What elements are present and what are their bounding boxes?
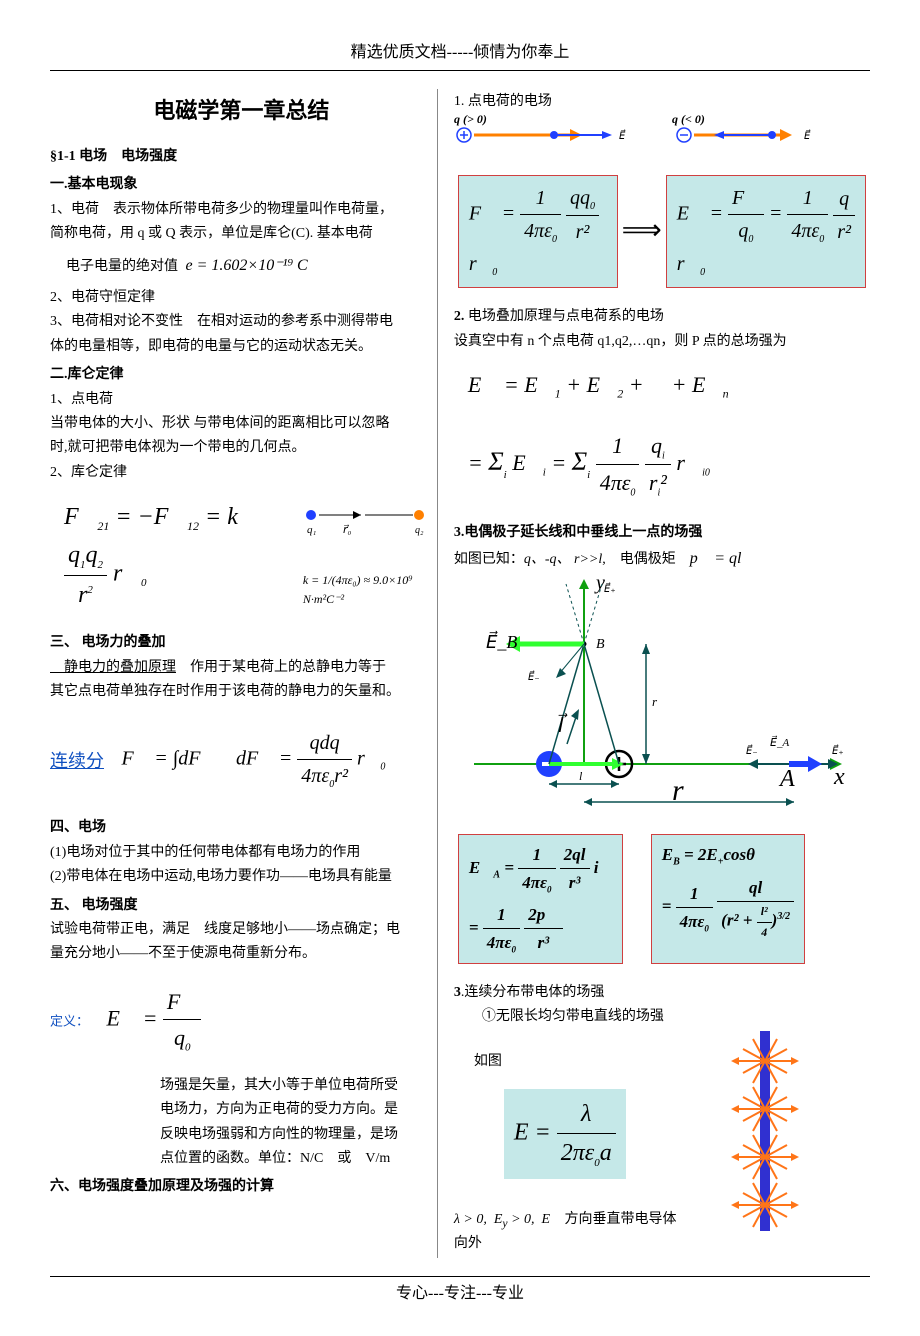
heading-superposition-calc: 六、电场强度叠加原理及场强的计算 (50, 1176, 433, 1198)
field-explain3: 反映电场强弱和方向性的物理量，是场 (160, 1124, 433, 1146)
A-label: A (778, 766, 795, 792)
para-field2: (2)带电体在电场中运动,电场力要作功——电场具有能量 (50, 866, 433, 888)
para-field1: (1)电场对位于其中的任何带电体都有电场力的作用 (50, 842, 433, 864)
B-label: B (596, 637, 605, 652)
para-charge-def2: 简称电荷，用 q 或 Q 表示，单位是库仑(C). 基本电荷 (50, 223, 433, 245)
r-vert-label: r (652, 694, 658, 709)
para-invariance2: 体的电量相等，即电荷的电量与它的运动状态无关。 (50, 336, 433, 358)
para-point-charge1: 当带电体的大小、形状 与带电体间的距离相比可以忽略 (50, 413, 433, 435)
line-formula-box: E = λ2πε0a (504, 1089, 626, 1179)
para-charge-def1: 1、电荷 表示物体所带电荷多少的物理量叫作电荷量， (50, 199, 433, 221)
as-figure-label: 如图 (474, 1051, 684, 1073)
continuous-label: 连续分 (50, 751, 104, 771)
Eminus-A: E⃗₋ (746, 744, 758, 757)
E-label-neg: E⃗ (804, 129, 811, 142)
section-1-1: §1-1 电场 电场强度 (50, 146, 433, 168)
heading-superposition: 三、 电场力的叠加 (50, 632, 433, 654)
para-point-charge2: 时,就可把带电体视为一个带电的几何点。 (50, 437, 433, 459)
q1-label: q₁ (307, 524, 317, 536)
dipole-formulas: E⃗A = 14πε0 2qlr³ i⃗ = 14πε0 2p⃗r³ EB = … (454, 828, 870, 970)
content-columns: 电磁学第一章总结 §1-1 电场 电场强度 一.基本电现象 1、电荷 表示物体所… (50, 89, 870, 1258)
qpos-label: q (> 0) (454, 112, 487, 126)
field-explain1: 场强是矢量，其大小等于单位电荷所受 (160, 1075, 433, 1097)
heading-coulomb: 二.库仑定律 (50, 364, 433, 386)
para-dipole-given: 如图已知：q、-q、 r>>l, 电偶极矩 p⃗ = ql⃗ (454, 546, 870, 572)
para-elementary-charge: 电子电量的绝对值 e = 1.602×10⁻¹⁹ C (66, 253, 433, 279)
integral-formula: F⃗ = ∫dF⃗ dF⃗ = qdq4πε0r² r⃗0 (112, 721, 396, 799)
field-def-formula: E⃗ = F⃗q0 (97, 978, 212, 1063)
para-test-charge2: 量充分地小——不至于使源电荷重新分布。 (50, 943, 433, 965)
sec-point-charge-field: 1. 点电荷的电场 (454, 91, 870, 113)
elementary-charge-label: 电子电量的绝对值 (66, 259, 178, 274)
coulomb-formula: F⃗21 = −F⃗12 = k q1q2r2 r⃗0 (54, 492, 289, 620)
para-test-charge1: 试验电荷带正电，满足 线度足够地小——场点确定；电 (50, 919, 433, 941)
field-def-row: 定义： E⃗ = F⃗q0 (50, 972, 433, 1069)
coulomb-row: F⃗21 = −F⃗12 = k q1q2r2 r⃗0 q₁ r⃗₀ q₂ k … (50, 486, 433, 626)
para-invariance1: 3、电荷相对论不变性 在相对运动的参考系中测得带电 (50, 311, 433, 333)
r0-label: r⃗₀ (343, 524, 352, 536)
coulomb-diagram: q₁ r⃗₀ q₂ k = 1/(4πε₀) ≈ 9.0×10⁹ N·m²C⁻² (303, 503, 433, 610)
coulomb-k: k = 1/(4πε₀) ≈ 9.0×10⁹ N·m²C⁻² (303, 571, 433, 609)
sum-formula-1: E⃗ = E⃗1 + E⃗2 + ⋯ + E⃗n (458, 361, 739, 410)
heading-field: 四、电场 (50, 817, 433, 839)
Eplus-B: E⃗₊ (604, 582, 616, 595)
Eminus-B: E⃗₋ (528, 670, 540, 683)
dipole-diagram: y x l r A (454, 574, 854, 814)
formula-F-box: F⃗ = 14πε0 qq0r² r⃗0 (458, 175, 618, 288)
para-superposition1: 静电力的叠加原理 作用于某电荷上的总静电力等于 (50, 657, 433, 679)
para-infinite-line: ①无限长均匀带电直线的场强 (454, 1006, 870, 1028)
page-title: 电磁学第一章总结 (50, 93, 433, 128)
r-label: r (672, 774, 684, 807)
heading-coulomb-law: 2、库仑定律 (50, 462, 433, 484)
heading-field-intensity: 五、 电场强度 (50, 895, 433, 917)
heading-basic-phenomena: 一.基本电现象 (50, 174, 433, 196)
EA-small: E⃗_A (770, 734, 789, 748)
E-label-pos: E⃗ (619, 129, 626, 142)
EB-label: E⃗_B (486, 630, 517, 651)
point-field-formulas: F⃗ = 14πε0 qq0r² r⃗0 ⟹ E⃗ = F⃗q0 = 14πε0… (454, 169, 870, 294)
field-explain2: 电场力，方向为正电荷的受力方向。是 (160, 1099, 433, 1121)
sum-formula-2: = Σi E⃗i = Σi 14πε0 qiri² r⃗i0 (458, 422, 720, 508)
formula-EA-box: E⃗A = 14πε0 2qlr³ i⃗ = 14πε0 2p⃗r³ (458, 834, 623, 964)
field-explanation: 场强是矢量，其大小等于单位电荷所受 电场力，方向为正电荷的受力方向。是 反映电场… (50, 1075, 433, 1171)
Eplus-A: E⃗₊ (832, 744, 844, 757)
x-axis-label: x (833, 764, 845, 790)
l-vec-label: l⃗ (558, 712, 568, 737)
implies-arrow-icon: ⟹ (622, 209, 662, 254)
page-header: 精选优质文档-----倾情为你奉上 (50, 40, 870, 71)
qneg-label: q (< 0) (672, 112, 705, 126)
l-span-label: l (579, 769, 583, 783)
line-charge-row: 如图 E = λ2πε0a λ > 0, Ey > 0, E⃗ 方向垂直带电导体… (454, 1031, 870, 1258)
para-conservation: 2、电荷守恒定律 (50, 287, 433, 309)
heading-point-charge: 1、点电荷 (50, 389, 433, 411)
formula-EB-box: EB = 2E+cosθ = 14πε0 ql(r² + l²4)3/2 (651, 834, 805, 964)
para-superposition2: 其它点电荷单独存在时作用于该电荷的静电力的矢量和。 (50, 681, 433, 703)
right-column: 1. 点电荷的电场 q (> 0) E⃗ q (< 0) E⃗ (450, 89, 870, 1258)
line-direction-note: λ > 0, Ey > 0, E⃗ 方向垂直带电导体向外 (454, 1209, 684, 1256)
formula-E-box: E⃗ = F⃗q0 = 14πε0 qr² r⃗0 (666, 175, 866, 288)
para-superposition-setup: 设真空中有 n 个点电荷 q1,q2,…qn，则 P 点的总场强为 (454, 331, 870, 353)
sec-dipole: 3.电偶极子延长线和中垂线上一点的场强 (454, 522, 870, 544)
field-explain4: 点位置的函数。单位：N/C 或 V/m (160, 1148, 433, 1170)
point-charge-diagram: q (> 0) E⃗ q (< 0) E⃗ (454, 115, 854, 155)
coulomb-svg: q₁ r⃗₀ q₂ (303, 503, 433, 563)
definition-label: 定义： (50, 1013, 89, 1028)
sec-superposition: 2. 电场叠加原理与点电荷系的电场 (454, 306, 870, 328)
left-column: 电磁学第一章总结 §1-1 电场 电场强度 一.基本电现象 1、电荷 表示物体所… (50, 89, 438, 1258)
line-charge-diagram (684, 1031, 844, 1231)
sec-continuous: 3.连续分布带电体的场强 (454, 982, 870, 1004)
continuous-row: 连续分 F⃗ = ∫dF⃗ dF⃗ = qdq4πε0r² r⃗0 (50, 715, 433, 805)
elementary-charge-formula: e = 1.602×10⁻¹⁹ C (186, 257, 308, 274)
q2-label: q₂ (415, 525, 424, 536)
